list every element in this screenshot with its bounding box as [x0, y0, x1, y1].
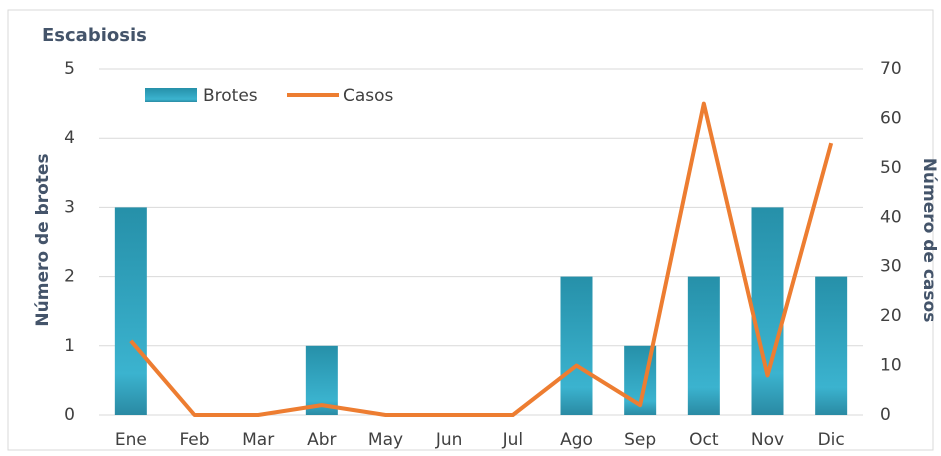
y2-tick-label: 30: [880, 257, 902, 277]
chart-frame: [7, 9, 934, 451]
x-tick-label: Oct: [689, 430, 719, 450]
x-tick-label: Abr: [307, 430, 336, 450]
bar: [560, 276, 593, 415]
y2-tick-label: 50: [880, 158, 902, 178]
x-tick-label: Ago: [560, 430, 593, 450]
bar: [815, 276, 848, 415]
legend-swatch: [145, 88, 197, 102]
y-tick-label: 0: [64, 405, 75, 425]
x-tick-label: Feb: [179, 430, 209, 450]
y2-tick-label: 40: [880, 207, 902, 227]
legend-label: Brotes: [203, 86, 258, 106]
y2-axis-title: Número de casos: [919, 158, 939, 323]
x-tick-label: Sep: [624, 430, 656, 450]
x-tick-label: Jun: [435, 430, 463, 450]
bar: [114, 207, 147, 415]
y-tick-label: 2: [64, 267, 75, 287]
y2-tick-label: 20: [880, 306, 902, 326]
y-tick-label: 1: [64, 336, 75, 356]
y2-tick-label: 0: [880, 405, 891, 425]
bar: [751, 207, 784, 415]
y2-tick-label: 60: [880, 108, 902, 128]
y-tick-label: 5: [64, 59, 75, 79]
x-tick-label: Nov: [751, 430, 784, 450]
legend-label: Casos: [343, 86, 394, 106]
chart-title: Escabiosis: [42, 25, 147, 46]
x-tick-label: Mar: [242, 430, 274, 450]
y2-tick-label: 10: [880, 356, 902, 376]
y-tick-label: 4: [64, 128, 75, 148]
line: [129, 101, 834, 417]
bar: [687, 276, 720, 415]
x-tick-label: Jul: [502, 430, 524, 450]
x-tick-label: Dic: [818, 430, 845, 450]
y-axis-title: Número de brotes: [33, 153, 53, 326]
y-tick-label: 3: [64, 197, 75, 217]
x-tick-label: Ene: [115, 430, 147, 450]
x-tick-label: May: [368, 430, 403, 450]
y2-tick-label: 70: [880, 59, 902, 79]
